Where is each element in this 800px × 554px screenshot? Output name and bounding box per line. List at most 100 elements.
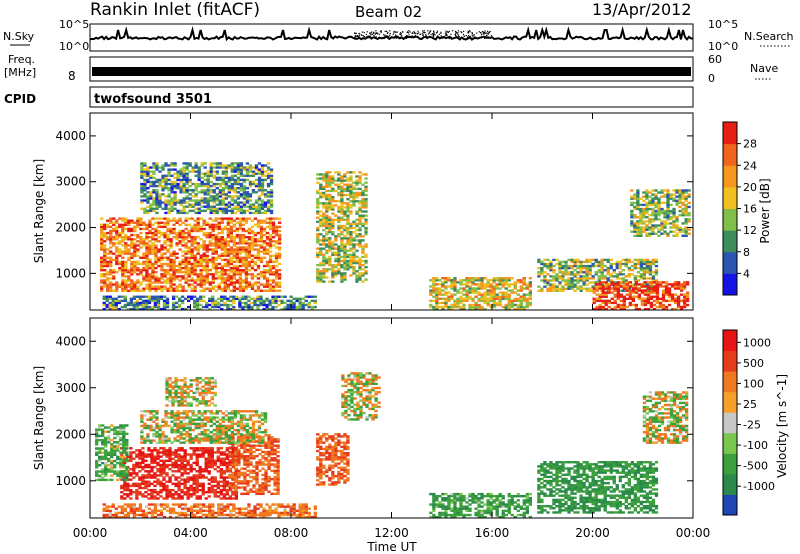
heatmap-cell	[181, 236, 185, 239]
heatmap-cell	[197, 207, 201, 210]
heatmap-cell	[233, 199, 238, 202]
heatmap-cell	[142, 266, 146, 270]
heatmap-cell	[161, 164, 165, 167]
heatmap-cell	[147, 493, 151, 496]
heatmap-cell	[205, 305, 209, 309]
heatmap-cell	[364, 278, 368, 281]
heatmap-cell	[435, 277, 439, 280]
heatmap-cell	[684, 189, 688, 192]
heatmap-cell	[169, 246, 173, 249]
heatmap-cell	[166, 279, 170, 282]
heatmap-cell	[622, 307, 626, 311]
noise-search-dot	[389, 37, 392, 39]
heatmap-cell	[218, 193, 222, 196]
heatmap-cell	[576, 273, 580, 276]
heatmap-cell	[432, 281, 436, 284]
heatmap-cell	[459, 281, 463, 284]
heatmap-cell	[612, 268, 616, 272]
heatmap-cell	[477, 305, 481, 309]
heatmap-cell	[262, 283, 267, 286]
heatmap-cell	[181, 266, 185, 270]
heatmap-cell	[196, 260, 200, 264]
heatmap-cell	[174, 305, 179, 309]
heatmap-cell	[138, 303, 143, 307]
heatmap-cell	[194, 211, 198, 215]
heatmap-cell	[241, 297, 245, 300]
heatmap-cell	[158, 199, 162, 202]
heatmap-cell	[124, 236, 128, 239]
heatmap-cell	[123, 461, 127, 465]
heatmap-cell	[100, 256, 104, 259]
heatmap-cell	[220, 273, 224, 276]
heatmap-cell	[232, 289, 237, 292]
heatmap-cell	[322, 185, 326, 188]
heatmap-cell	[364, 189, 368, 193]
heatmap-cell	[607, 287, 611, 290]
heatmap-cell	[188, 170, 192, 173]
heatmap-cell	[616, 281, 620, 284]
heatmap-cell	[642, 220, 646, 223]
heatmap-cell	[109, 236, 113, 239]
heatmap-cell	[325, 210, 329, 213]
heatmap-cell	[147, 453, 151, 456]
heatmap-cell	[358, 241, 362, 244]
heatmap-cell	[160, 221, 164, 224]
heatmap-cell	[269, 193, 274, 196]
heatmap-cell	[175, 231, 179, 235]
noise-search-dot	[433, 33, 435, 36]
heatmap-cell	[130, 256, 134, 259]
heatmap-cell	[223, 301, 227, 305]
heatmap-cell	[257, 203, 262, 206]
heatmap-cell	[166, 233, 170, 237]
heatmap-cell	[642, 271, 647, 274]
heatmap-cell	[112, 221, 116, 224]
heatmap-cell	[352, 193, 356, 197]
heatmap-cell	[346, 189, 350, 193]
heatmap-cell	[684, 232, 688, 235]
heatmap-cell	[618, 277, 622, 280]
heatmap-cell	[585, 260, 589, 264]
heatmap-cell	[163, 248, 167, 251]
heatmap-cell	[202, 246, 206, 249]
noise-search-dot	[407, 36, 409, 39]
heatmap-cell	[316, 189, 320, 193]
heatmap-cell	[257, 205, 262, 208]
heatmap-cell	[444, 297, 448, 300]
heatmap-cell	[160, 248, 164, 251]
heatmap-cell	[239, 205, 244, 208]
heatmap-cell	[215, 195, 219, 198]
noise-search-dot	[430, 30, 432, 32]
heatmap-cell	[172, 252, 176, 255]
heatmap-cell	[226, 299, 230, 303]
noise-search-dot	[385, 30, 388, 32]
heatmap-cell	[152, 180, 156, 184]
heatmap-cell	[522, 305, 526, 309]
heatmap-cell	[588, 277, 592, 280]
heatmap-cell	[184, 277, 188, 280]
heatmap-cell	[552, 275, 556, 278]
heatmap-cell	[155, 189, 159, 192]
heatmap-cell	[223, 248, 227, 251]
heatmap-cell	[194, 189, 198, 192]
heatmap-cell	[230, 182, 235, 186]
heatmap-cell	[238, 301, 242, 305]
heatmap-cell	[187, 279, 191, 282]
heatmap-cell	[640, 301, 645, 305]
heatmap-cell	[209, 189, 213, 192]
heatmap-cell	[337, 245, 341, 248]
heatmap-cell	[167, 186, 171, 190]
heatmap-cell	[588, 287, 592, 290]
heatmap-cell	[268, 217, 273, 220]
noise-search-dot	[389, 30, 391, 32]
heatmap-cell	[224, 197, 228, 200]
heatmap-cell	[277, 273, 282, 276]
heatmap-cell	[230, 211, 235, 215]
heatmap-cell	[271, 289, 276, 292]
heatmap-cell	[591, 262, 595, 266]
heatmap-cell	[631, 299, 636, 303]
heatmap-cell	[100, 231, 104, 235]
heatmap-cell	[239, 162, 244, 165]
heatmap-cell	[598, 281, 602, 284]
heatmap-cell	[358, 259, 362, 263]
heatmap-cell	[165, 491, 169, 494]
